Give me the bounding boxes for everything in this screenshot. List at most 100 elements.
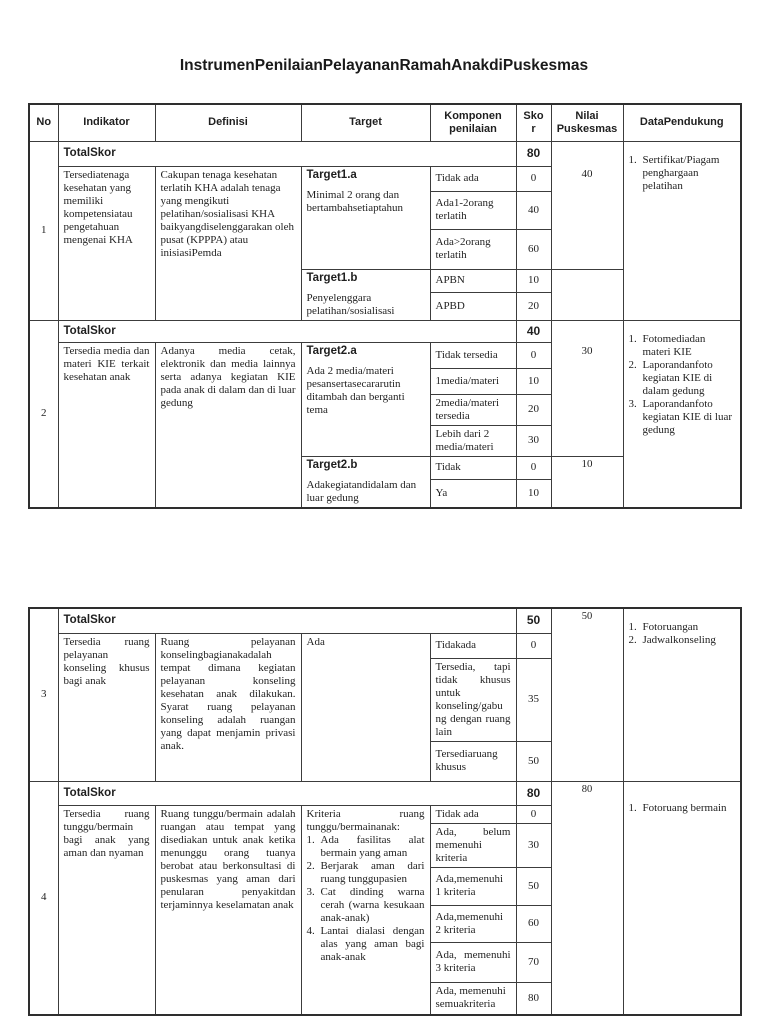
target-title: Target1.b [306, 271, 358, 284]
g2-nilai-puskesmas-b: 10 [550, 455, 624, 508]
g1-target-b: Target1.b Penyelenggara pelatihan/sosial… [300, 268, 431, 321]
g3-row-number: 3 [28, 607, 59, 782]
g4-komponen-5: Ada, memenuhi semuakriteria [429, 981, 517, 1016]
g4-row-number: 4 [28, 780, 59, 1016]
g2-skor-2: 20 [515, 393, 552, 426]
table-row: Target1.b Penyelenggara pelatihan/sosial… [29, 268, 741, 321]
list-number: 1. [628, 801, 637, 814]
g1-komponen-0: Tidak ada [429, 165, 517, 192]
col-header-komponen: Komponen penilaian [429, 103, 517, 142]
g4-skor-3: 60 [515, 904, 552, 943]
list-item: 3. Laporandanfoto kegiatan KIE di luar g… [629, 398, 736, 437]
list-number: 3. [628, 397, 637, 410]
g4-definisi: Ruang tunggu/bermain adalah ruangan atau… [154, 804, 302, 1016]
table-row: 3 TotalSkor 50 50 1. Fotoruangan 2. Jadw… [28, 607, 742, 782]
g4-skor-4: 70 [515, 941, 552, 983]
g3-definisi: Ruang pelayanan konselingbagianakadalah … [154, 632, 302, 782]
table-row: APBD 20 [29, 291, 741, 321]
table-row: Ya 10 [29, 478, 741, 508]
list-number: 1. [628, 621, 637, 633]
table-row: Tersedia ruang pelayanan konseling khusu… [29, 632, 741, 782]
col-header-target: Target [300, 103, 431, 142]
g1-komponen-1: Ada1-2orang terlatih [429, 190, 517, 230]
g2-skor-0: 0 [515, 341, 552, 369]
g4-data-pendukung: 1. Fotoruang bermain [622, 780, 742, 1016]
g2-komponen-1: 1media/materi [429, 367, 517, 395]
list-item: 1. Ada fasilitas alat bermain yang aman [307, 834, 425, 860]
table-row: Ada>2orang terlatih 60 [29, 228, 741, 270]
table-row: Tersedia media dan materi KIE terkait ke… [29, 341, 741, 508]
table-row: Ada,memenuhi 1 kriteria 50 [29, 866, 741, 906]
g2-data-pendukung: 1. Fotomediadan materi KIE 2. Laporandan… [622, 319, 742, 508]
list-text: Sertifikat/Piagam penghargaan pelatihan [642, 153, 720, 192]
list-item: 4. Lantai dialasi dengan alas yang aman … [307, 925, 425, 964]
table-row: Lebih dari 2 media/materi 30 [29, 424, 741, 457]
g4-total-skor-value: 80 [515, 780, 552, 806]
table-row: Tersedia ruang tunggu/bermain bagi anak … [29, 804, 741, 1016]
g2-total-skor-label: TotalSkor [57, 319, 517, 343]
list-text: Jadwalkonseling [642, 634, 716, 646]
g3-skor-2: 50 [515, 740, 552, 782]
list-item: 2. Berjarak aman dari ruang tunggupasien [307, 860, 425, 886]
table-row: 4 TotalSkor 80 80 1. Fotoruang bermain [28, 780, 742, 1016]
list-text: Ada fasilitas alat bermain yang aman [320, 833, 425, 859]
g1-target-a: Target1.a Minimal 2 orang dan bertambahs… [300, 165, 431, 270]
g2-indikator: Tersedia media dan materi KIE terkait ke… [57, 341, 156, 508]
g1-nilai-puskesmas: 40 [550, 140, 624, 270]
col-header-nilai: Nilai Puskesmas [550, 103, 624, 142]
target-title: Target2.b [306, 458, 358, 471]
table-row: 1media/materi 10 [29, 367, 741, 395]
list-number: 1. [628, 153, 637, 166]
list-number: 2. [628, 358, 637, 371]
target-criteria-intro: Kriteria ruang tunggu/bermainanak: [306, 807, 425, 833]
g1-skor-1: 40 [515, 190, 552, 230]
table-row: Ada, memenuhi semuakriteria 80 [29, 981, 741, 1016]
g4-skor-2: 50 [515, 866, 552, 906]
g2-nilai-puskesmas-a: 30 [550, 319, 624, 457]
g2-target-a: Target2.a Ada 2 media/materi pesansertas… [300, 341, 431, 457]
list-item: 2. Jadwalkonseling [629, 634, 736, 647]
target-desc: Adakegiatandidalam dan luar gedung [306, 478, 417, 504]
g4-skor-1: 30 [515, 822, 552, 868]
col-header-no: No [28, 103, 59, 142]
assessment-table-page1: No Indikator Definisi Target Komponen pe… [28, 103, 742, 509]
g1-nilai-puskesmas-b [550, 268, 624, 321]
g3-komponen-1: Tersedia, tapi tidak khusus untuk konsel… [429, 657, 517, 742]
col-header-data-pendukung: DataPendukung [622, 103, 742, 142]
g1-skor-2: 60 [515, 228, 552, 270]
g1-komponen-2: Ada>2orang terlatih [429, 228, 517, 270]
list-item: 1. Sertifikat/Piagam penghargaan pelatih… [629, 154, 736, 193]
target-title: Target1.a [306, 168, 357, 181]
g3-nilai-puskesmas: 50 [550, 607, 624, 782]
target-desc: Ada 2 media/materi pesansertasecararutin… [306, 364, 405, 416]
g2-skor-4: 0 [515, 455, 552, 480]
g4-komponen-3: Ada,memenuhi 2 kriteria [429, 904, 517, 943]
g4-nilai-puskesmas: 80 [550, 780, 624, 1016]
g4-komponen-2: Ada,memenuhi 1 kriteria [429, 866, 517, 906]
g3-skor-0: 0 [515, 632, 552, 659]
g2-skor-3: 30 [515, 424, 552, 457]
g3-total-skor-value: 50 [515, 607, 552, 634]
col-header-indikator: Indikator [57, 103, 156, 142]
g2-komponen-5: Ya [429, 478, 517, 508]
g1-total-skor-value: 80 [515, 140, 552, 167]
g3-target: Ada [300, 632, 431, 782]
table-row: Ada, belum memenuhi kriteria 30 [29, 822, 741, 868]
table-row: 1 TotalSkor 80 40 1. Sertifikat/Piagam p… [28, 140, 742, 321]
g4-target: Kriteria ruang tunggu/bermainanak: 1. Ad… [300, 804, 431, 1016]
g2-row-number: 2 [28, 319, 59, 508]
list-number: 2. [628, 634, 637, 646]
g2-komponen-3: Lebih dari 2 media/materi [429, 424, 517, 457]
col-header-definisi: Definisi [154, 103, 302, 142]
list-text: Laporandanfoto kegiatan KIE di luar gedu… [642, 397, 733, 436]
list-number: 1. [628, 332, 637, 345]
g1-komponen-3: APBN [429, 268, 517, 293]
table-row: Ada,memenuhi 2 kriteria 60 [29, 904, 741, 943]
g3-indikator: Tersedia ruang pelayanan konseling khusu… [57, 632, 156, 782]
list-number: 1. [306, 833, 315, 846]
g1-skor-3: 10 [515, 268, 552, 293]
g2-target-b: Target2.b Adakegiatandidalam dan luar ge… [300, 455, 431, 508]
g4-skor-0: 0 [515, 804, 552, 824]
list-text: Fotoruangan [642, 621, 699, 633]
